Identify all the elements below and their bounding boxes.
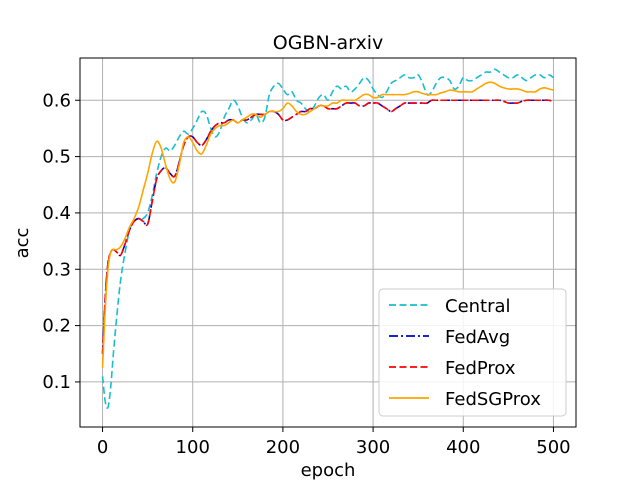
series-line-fedprox	[101, 99, 554, 354]
series-line-fedsgprox	[101, 81, 554, 368]
legend: Central FedAvg FedProx FedSGProx	[378, 288, 567, 417]
series-lines	[101, 68, 554, 409]
y-tick-label: 0.1	[42, 372, 71, 393]
y-tick-label: 0.2	[42, 316, 71, 337]
axis-ticks: 0 100 200 300 400 500 0.1 0.2 0.3 0.4 0.5 0.6	[42, 90, 570, 458]
y-tick-label: 0.6	[42, 90, 71, 111]
x-tick-label: 300	[356, 437, 390, 458]
y-tick-label: 0.3	[42, 259, 71, 280]
legend-label: FedProx	[445, 358, 516, 379]
plot-frame	[79, 57, 577, 428]
x-tick-label: 100	[176, 437, 210, 458]
legend-box	[378, 288, 567, 417]
y-axis-label: acc	[12, 228, 33, 259]
legend-label: FedSGProx	[445, 389, 541, 410]
y-tick-label: 0.5	[42, 147, 71, 168]
x-axis-label: epoch	[301, 460, 356, 480]
x-tick-label: 0	[97, 437, 108, 458]
legend-label: FedAvg	[445, 327, 510, 348]
x-tick-label: 400	[446, 437, 480, 458]
x-tick-label: 200	[266, 437, 300, 458]
chart-title: OGBN-arxiv	[273, 32, 384, 54]
x-tick-label: 500	[536, 437, 570, 458]
y-tick-label: 0.4	[42, 203, 71, 224]
legend-label: Central	[445, 296, 511, 317]
